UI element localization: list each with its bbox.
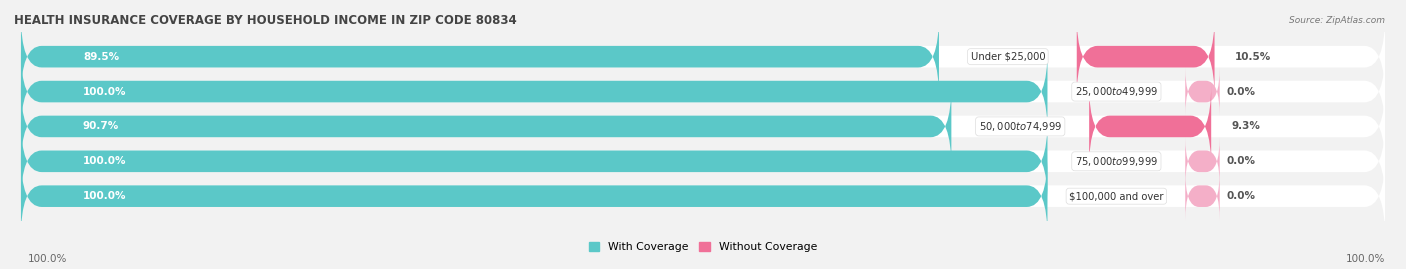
FancyBboxPatch shape xyxy=(1077,15,1215,98)
Text: 100.0%: 100.0% xyxy=(1346,254,1385,264)
FancyBboxPatch shape xyxy=(21,155,1385,238)
Text: Source: ZipAtlas.com: Source: ZipAtlas.com xyxy=(1289,16,1385,25)
Text: $50,000 to $74,999: $50,000 to $74,999 xyxy=(979,120,1062,133)
FancyBboxPatch shape xyxy=(21,15,1385,98)
FancyBboxPatch shape xyxy=(21,85,1385,168)
Text: $75,000 to $99,999: $75,000 to $99,999 xyxy=(1074,155,1159,168)
Legend: With Coverage, Without Coverage: With Coverage, Without Coverage xyxy=(585,238,821,257)
FancyBboxPatch shape xyxy=(1090,85,1211,168)
FancyBboxPatch shape xyxy=(1185,137,1220,185)
FancyBboxPatch shape xyxy=(1185,172,1220,220)
Text: Under $25,000: Under $25,000 xyxy=(970,52,1045,62)
Text: 89.5%: 89.5% xyxy=(83,52,120,62)
FancyBboxPatch shape xyxy=(21,50,1385,133)
FancyBboxPatch shape xyxy=(21,50,1047,133)
Text: 0.0%: 0.0% xyxy=(1226,87,1256,97)
Text: $25,000 to $49,999: $25,000 to $49,999 xyxy=(1074,85,1159,98)
FancyBboxPatch shape xyxy=(21,120,1047,203)
Text: 90.7%: 90.7% xyxy=(83,121,120,132)
Text: 100.0%: 100.0% xyxy=(83,156,127,166)
Text: 0.0%: 0.0% xyxy=(1226,191,1256,201)
FancyBboxPatch shape xyxy=(1185,68,1220,116)
FancyBboxPatch shape xyxy=(21,85,952,168)
FancyBboxPatch shape xyxy=(21,15,939,98)
Text: 100.0%: 100.0% xyxy=(83,191,127,201)
Text: 10.5%: 10.5% xyxy=(1236,52,1271,62)
FancyBboxPatch shape xyxy=(21,155,1047,238)
Text: 100.0%: 100.0% xyxy=(28,254,67,264)
Text: 0.0%: 0.0% xyxy=(1226,156,1256,166)
Text: 100.0%: 100.0% xyxy=(83,87,127,97)
Text: 9.3%: 9.3% xyxy=(1232,121,1261,132)
Text: HEALTH INSURANCE COVERAGE BY HOUSEHOLD INCOME IN ZIP CODE 80834: HEALTH INSURANCE COVERAGE BY HOUSEHOLD I… xyxy=(14,14,517,27)
Text: $100,000 and over: $100,000 and over xyxy=(1069,191,1164,201)
FancyBboxPatch shape xyxy=(21,120,1385,203)
